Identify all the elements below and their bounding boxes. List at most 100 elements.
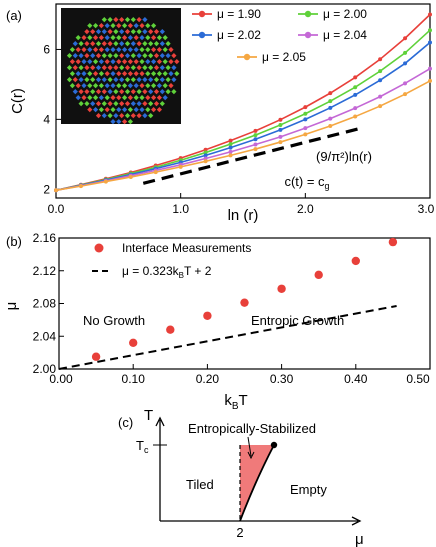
series-1-point — [328, 99, 333, 104]
tile — [93, 23, 99, 29]
tile — [148, 113, 154, 119]
panel-b-points — [91, 237, 398, 361]
tile — [122, 71, 128, 77]
tile — [136, 41, 142, 47]
tile — [151, 59, 157, 65]
tile — [95, 41, 102, 47]
tile — [127, 35, 133, 41]
tile — [151, 47, 157, 53]
tile — [133, 47, 139, 53]
tile — [148, 89, 154, 95]
b-x-tick-label: 0.50 — [406, 372, 430, 386]
tile — [130, 77, 136, 83]
tile — [87, 107, 93, 113]
series-4-point — [128, 175, 133, 180]
tile — [87, 59, 93, 65]
tile — [87, 71, 93, 77]
tile — [119, 17, 125, 23]
tile — [116, 107, 122, 113]
tile — [162, 47, 168, 53]
tile — [151, 23, 157, 29]
series-0-point — [228, 138, 233, 143]
tile — [124, 77, 131, 83]
tile — [93, 47, 99, 53]
fit-dashed-line — [58, 304, 397, 370]
tile — [78, 101, 84, 107]
legend-marker-2 — [198, 31, 206, 39]
tile — [122, 47, 128, 53]
entropically-stabilized-region — [240, 445, 274, 521]
tile — [95, 65, 102, 71]
region-label-no-growth: No Growth — [83, 313, 145, 328]
tile — [122, 107, 128, 113]
series-3-point — [353, 106, 358, 111]
tile — [130, 113, 136, 119]
tile — [153, 89, 160, 95]
tile — [156, 83, 162, 89]
tile — [119, 53, 125, 59]
tile — [90, 29, 96, 35]
tile — [116, 23, 122, 29]
tile — [104, 35, 110, 41]
tile — [153, 41, 160, 47]
panel-c: (c) T μ Tc 2 Entropically-Stabilized Til… — [118, 407, 364, 547]
panel-a-legend: μ = 1.90 μ = 2.00 μ = 2.02 μ = 2.04 μ = 2.05 — [192, 7, 367, 64]
panel-a-frame — [55, 3, 431, 199]
series-3-point — [328, 116, 333, 121]
tile — [142, 113, 148, 119]
tile — [145, 47, 151, 53]
tile — [93, 95, 99, 101]
tile — [156, 47, 162, 53]
a-x-tick-label: 2.0 — [297, 202, 314, 216]
series-3-point — [278, 134, 283, 139]
tile — [107, 77, 113, 83]
reference-line-label: (9/π²)ln(r) — [316, 149, 372, 164]
tile — [87, 47, 93, 53]
x-axis-arrowhead-icon — [351, 516, 362, 526]
tile — [66, 77, 73, 83]
tile — [145, 59, 151, 65]
a-x-tick-label: 1.0 — [172, 202, 189, 216]
tile — [133, 35, 139, 41]
tile — [75, 59, 81, 65]
tile — [159, 77, 165, 83]
series-4-point — [178, 164, 183, 169]
tile — [162, 59, 168, 65]
tile — [81, 59, 87, 65]
series-2-point — [253, 137, 258, 142]
tile — [113, 113, 119, 119]
measurement-point — [314, 270, 323, 280]
series-3-point — [378, 94, 383, 99]
tile — [136, 29, 142, 35]
annotation-arrowhead-icon — [247, 451, 255, 460]
tile — [84, 89, 90, 95]
critical-point-marker — [270, 441, 278, 449]
tile — [122, 119, 128, 125]
tile — [81, 71, 87, 77]
b-y-tick-label: 2.16 — [33, 231, 57, 245]
tile — [122, 35, 128, 41]
tile — [142, 65, 148, 71]
tile — [90, 65, 96, 71]
series-2-point — [378, 78, 383, 83]
tile — [81, 47, 87, 53]
tile — [87, 95, 93, 101]
tile — [139, 83, 145, 89]
series-3-point — [228, 149, 233, 154]
tile — [98, 83, 104, 89]
tile — [142, 77, 148, 83]
mu-2-tick-label: 2 — [236, 525, 243, 540]
tile — [136, 113, 142, 119]
tile — [78, 41, 84, 47]
tile — [69, 83, 75, 89]
tile — [171, 89, 177, 95]
tile — [113, 101, 119, 107]
tile — [139, 71, 145, 77]
series-4-point — [78, 184, 83, 189]
tile — [159, 65, 165, 71]
tile — [93, 35, 99, 41]
tile — [127, 71, 133, 77]
tile — [95, 89, 102, 95]
series-0-point — [403, 36, 408, 41]
tile — [148, 77, 154, 83]
